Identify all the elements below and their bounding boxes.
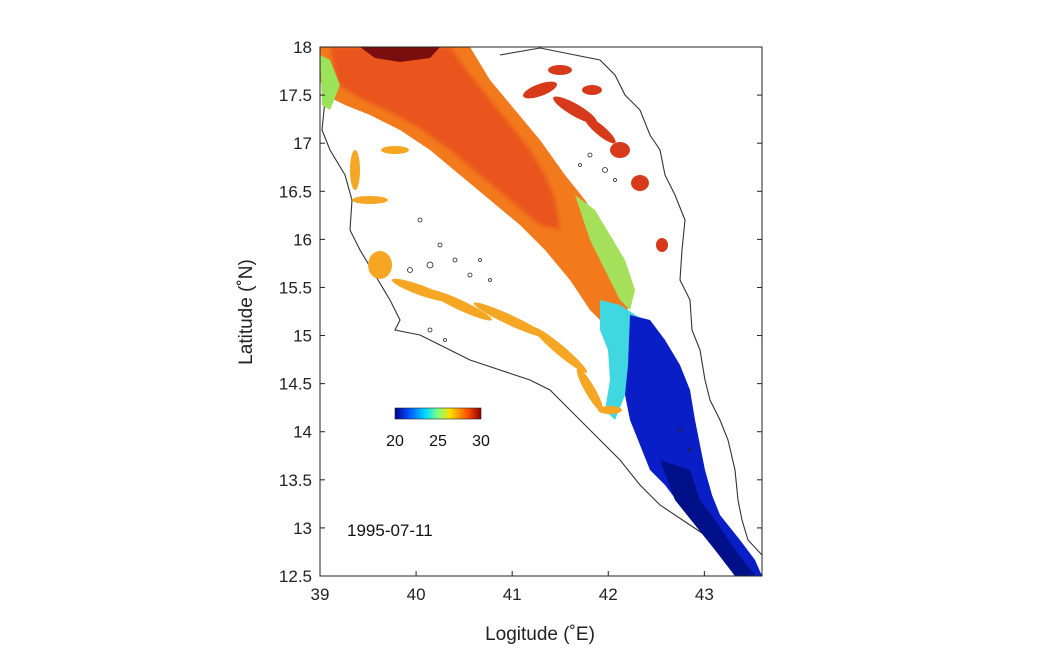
islands — [407, 152, 692, 452]
green-edge-west — [320, 55, 340, 110]
x-tick-label: 40 — [407, 585, 426, 604]
x-axis-label: Logitude (˚E) — [485, 624, 595, 645]
coastline — [320, 47, 762, 576]
date-label: 1995-07-11 — [347, 521, 433, 540]
x-tick-label: 41 — [503, 585, 522, 604]
green-edge-front — [575, 195, 635, 310]
colorbar-tick-label: 20 — [386, 433, 404, 450]
y-tick-label: 14 — [293, 423, 312, 442]
reef-patches-east — [522, 65, 668, 252]
cool-inflow-dark — [660, 460, 755, 576]
y-tick-label: 15.5 — [279, 278, 312, 297]
y-tick-label: 17.5 — [279, 86, 312, 105]
x-axis-ticks: 39 40 41 42 43 — [311, 571, 714, 604]
y-tick-label: 16.5 — [279, 182, 312, 201]
y-tick-label: 16 — [293, 230, 312, 249]
y-axis-ticks: 18 17.5 17 16.5 16 15.5 15 14.5 14 13.5 13 12.5 — [279, 38, 762, 586]
reef-patches-west — [350, 146, 622, 414]
y-tick-label: 13.5 — [279, 471, 312, 490]
x-tick-label: 43 — [695, 585, 714, 604]
colorbar-ticks: 20 25 30 — [386, 433, 490, 450]
x-tick-label: 42 — [599, 585, 618, 604]
y-tick-label: 18 — [293, 38, 312, 57]
colorbar-gradient — [394, 407, 482, 420]
dark-red-patch — [360, 47, 440, 62]
y-tick-label: 12.5 — [279, 567, 312, 586]
warm-plume — [320, 47, 630, 330]
y-tick-label: 13 — [293, 519, 312, 538]
warm-plume-core — [330, 47, 560, 230]
colorbar-tick-label: 25 — [429, 433, 447, 450]
y-tick-label: 14.5 — [279, 375, 312, 394]
y-tick-label: 17 — [293, 134, 312, 153]
y-axis-label: Latitude (˚N) — [236, 259, 257, 365]
x-tick-label: 39 — [311, 585, 330, 604]
y-tick-label: 15 — [293, 327, 312, 346]
colorbar: 20 25 30 — [386, 407, 490, 450]
plot-frame — [319, 46, 763, 577]
map-field — [320, 47, 762, 576]
colorbar-tick-label: 30 — [472, 433, 490, 450]
cool-inflow — [625, 315, 762, 576]
